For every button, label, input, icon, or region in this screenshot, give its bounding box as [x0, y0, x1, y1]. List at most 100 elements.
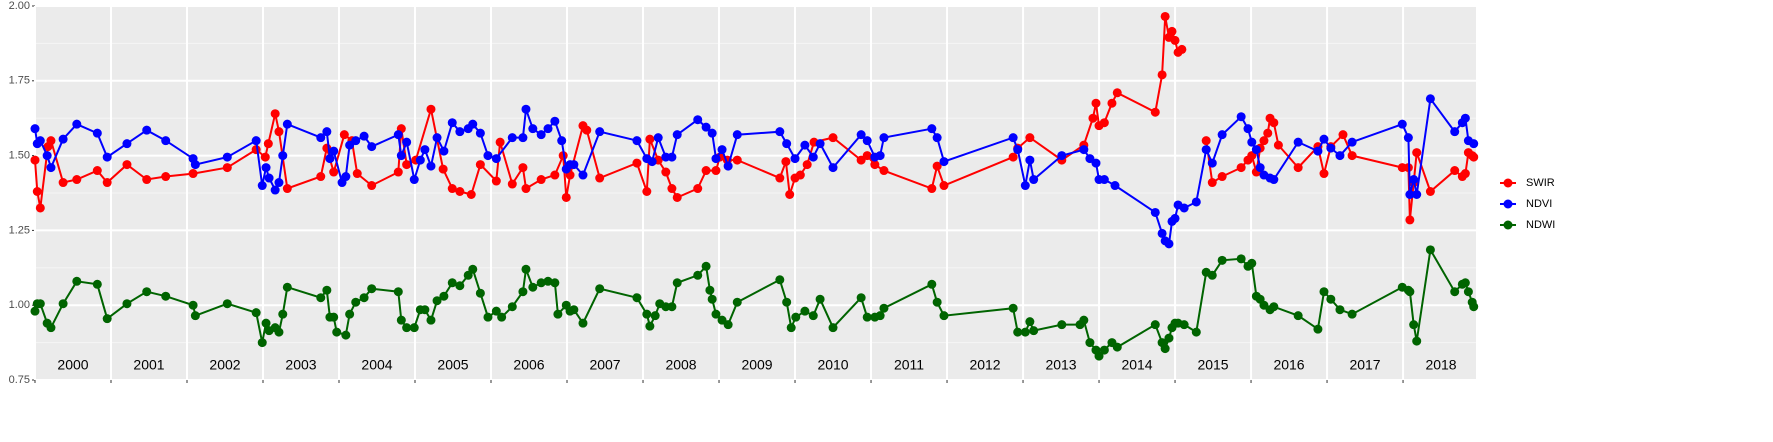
point — [632, 293, 642, 303]
point — [329, 312, 339, 322]
point — [1157, 70, 1167, 80]
point — [102, 314, 112, 324]
point — [475, 160, 485, 170]
point — [1112, 342, 1122, 352]
point — [282, 184, 292, 194]
point — [32, 187, 42, 197]
point — [92, 166, 102, 176]
point — [582, 125, 592, 135]
legend-key — [1503, 178, 1513, 188]
point — [322, 127, 332, 137]
point — [1293, 311, 1303, 321]
year-label: 2010 — [817, 357, 848, 373]
point — [30, 124, 40, 134]
point — [1412, 336, 1422, 346]
point — [1469, 139, 1479, 149]
point — [717, 145, 727, 155]
point — [1112, 88, 1122, 98]
point — [122, 160, 132, 170]
point — [1057, 320, 1067, 330]
point — [274, 178, 284, 188]
year-label: 2001 — [133, 357, 164, 373]
point — [672, 192, 682, 202]
point — [569, 160, 579, 170]
point — [1450, 166, 1460, 176]
point — [632, 136, 642, 146]
point — [1412, 148, 1422, 158]
point — [1008, 152, 1018, 162]
point — [30, 155, 40, 165]
legend-key — [1503, 220, 1513, 230]
year-label: 2012 — [969, 357, 1000, 373]
point — [653, 133, 663, 143]
point — [518, 133, 528, 143]
point — [732, 130, 742, 140]
point — [483, 151, 493, 161]
y-tick-label: 2.00 — [9, 0, 30, 12]
point — [932, 161, 942, 171]
year-label: 2017 — [1349, 357, 1380, 373]
point — [1338, 130, 1348, 140]
point — [415, 155, 425, 165]
point — [927, 279, 937, 289]
point — [1255, 163, 1265, 173]
point — [828, 163, 838, 173]
point — [1179, 320, 1189, 330]
point — [393, 167, 403, 177]
point — [1347, 151, 1357, 161]
year-label: 2004 — [361, 357, 392, 373]
point — [367, 284, 377, 294]
point — [578, 318, 588, 328]
point — [1450, 287, 1460, 297]
point — [1094, 351, 1104, 361]
point — [1025, 317, 1035, 327]
point — [345, 309, 355, 319]
point — [1469, 302, 1479, 312]
point — [645, 134, 655, 144]
point — [862, 136, 872, 146]
point — [46, 323, 56, 333]
point — [396, 151, 406, 161]
point — [518, 287, 528, 297]
point — [1335, 305, 1345, 315]
point — [420, 305, 430, 315]
point — [536, 175, 546, 185]
point — [1347, 137, 1357, 147]
point — [856, 293, 866, 303]
point — [1236, 112, 1246, 122]
point — [142, 125, 152, 135]
point — [1326, 143, 1336, 153]
point — [828, 133, 838, 143]
point — [642, 187, 652, 197]
point — [939, 311, 949, 321]
point — [791, 312, 801, 322]
point — [495, 137, 505, 147]
point — [1405, 189, 1415, 199]
point — [705, 285, 715, 295]
point — [92, 279, 102, 289]
point — [693, 270, 703, 280]
point — [879, 166, 889, 176]
point — [1099, 345, 1109, 355]
point — [1207, 158, 1217, 168]
year-label: 2002 — [209, 357, 240, 373]
point — [322, 285, 332, 295]
point — [102, 178, 112, 188]
point — [550, 170, 560, 180]
point — [723, 161, 733, 171]
year-label: 2007 — [589, 357, 620, 373]
point — [862, 312, 872, 322]
point — [447, 118, 457, 128]
year-label: 2015 — [1197, 357, 1228, 373]
point — [1425, 245, 1435, 255]
point — [190, 160, 200, 170]
point — [1008, 133, 1018, 143]
point — [102, 152, 112, 162]
point — [329, 167, 339, 177]
point — [543, 276, 553, 286]
point — [339, 130, 349, 140]
point — [1107, 98, 1117, 108]
point — [1013, 145, 1023, 155]
point — [58, 178, 68, 188]
point — [439, 146, 449, 156]
